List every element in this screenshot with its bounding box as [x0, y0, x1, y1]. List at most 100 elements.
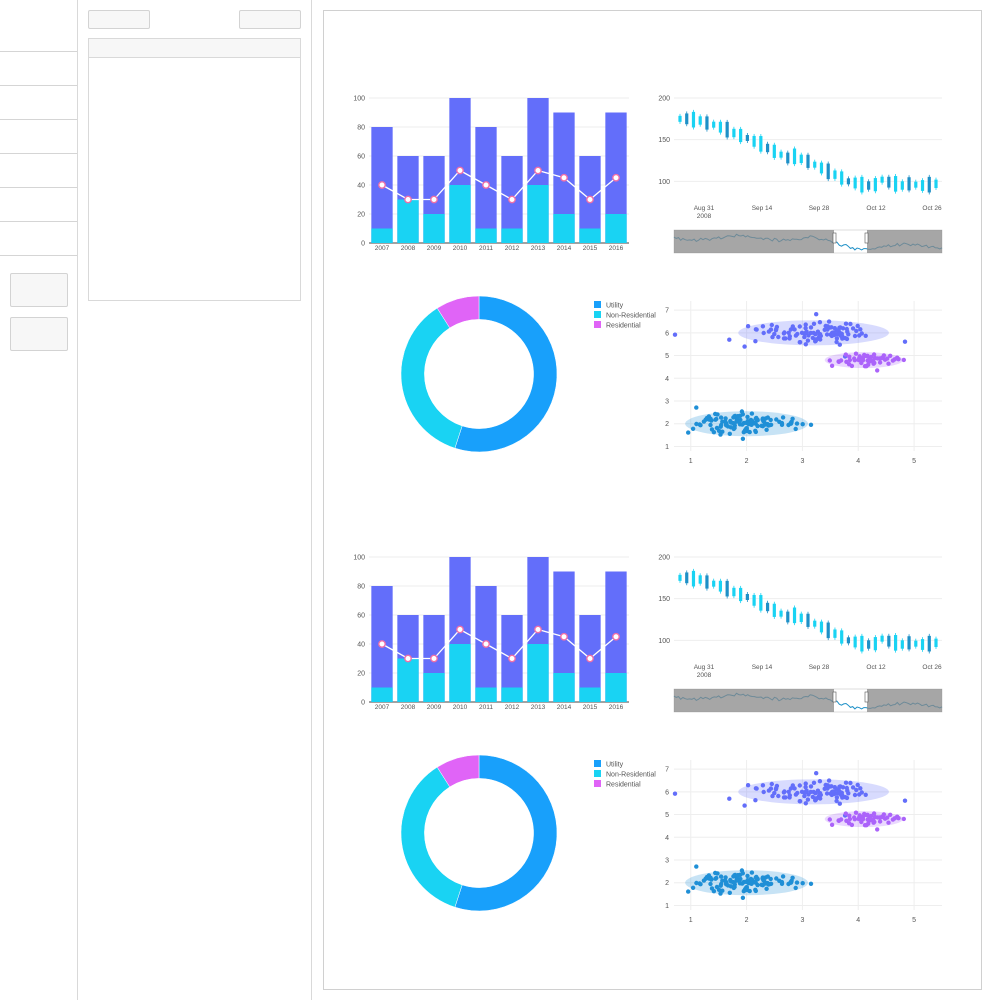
scatter-point — [834, 798, 839, 804]
scatter-point — [877, 819, 883, 824]
candle-body — [752, 594, 756, 606]
scatter-point — [713, 876, 718, 881]
scatter-point — [774, 876, 779, 881]
scatter-point — [864, 353, 869, 359]
scatter-point — [802, 793, 807, 799]
bar-part — [553, 214, 575, 243]
y-tick-label: 5 — [665, 353, 669, 360]
x-tick-label: Oct 26 — [922, 664, 942, 671]
scatter-point — [725, 424, 731, 429]
scatter-point — [803, 790, 809, 795]
scatter-point — [839, 333, 844, 339]
y-tick-label: 100 — [658, 179, 670, 186]
rail-row[interactable] — [0, 222, 77, 256]
panel-box-header — [89, 39, 300, 58]
y-tick-label: 4 — [665, 835, 669, 842]
scatter-point — [829, 822, 835, 827]
scatter-point — [818, 337, 823, 342]
scatter-point — [731, 885, 736, 891]
scatter-point — [727, 431, 732, 436]
scatter-point — [844, 795, 850, 801]
rail-row[interactable] — [0, 52, 77, 86]
legend-label: Utility — [606, 762, 624, 769]
line-marker — [404, 654, 412, 663]
scatter-point — [805, 338, 811, 343]
candle-body — [826, 163, 830, 180]
y-tick-label: 100 — [353, 96, 365, 103]
y-tick-label: 40 — [357, 642, 365, 649]
scatter-point — [698, 423, 703, 428]
scatter-point — [694, 405, 699, 410]
rail-row[interactable] — [0, 86, 77, 120]
scatter-point — [871, 352, 877, 357]
scatter-point — [734, 878, 739, 883]
legend-label: Non-Residential — [606, 772, 656, 779]
scatter-point — [790, 324, 795, 329]
scatter-point — [742, 344, 747, 349]
bar-part — [475, 687, 497, 702]
y-tick-label: 100 — [353, 555, 365, 562]
candle-body — [745, 594, 749, 600]
rail-button[interactable] — [10, 273, 68, 307]
x-tick-label: 1 — [689, 917, 693, 924]
scatter-point — [896, 357, 901, 362]
panel-button-left[interactable] — [88, 10, 150, 29]
scatter-point — [749, 870, 755, 875]
rail-row[interactable] — [0, 120, 77, 154]
scatter-point — [852, 358, 857, 363]
line-marker — [482, 181, 490, 189]
candle-body — [867, 640, 871, 649]
candle-body — [772, 603, 776, 617]
x-tick-label: 2013 — [531, 704, 546, 711]
candle-body — [779, 151, 783, 158]
scatter-point — [797, 783, 802, 788]
scatter-point — [753, 416, 758, 421]
scatter-point — [872, 814, 878, 820]
scatter-point — [780, 415, 786, 420]
range-mask-left — [674, 230, 834, 253]
scatter-point — [764, 886, 769, 891]
y-tick-label: 40 — [357, 183, 365, 190]
bar-part — [423, 214, 445, 243]
x-tick-label: Oct 12 — [866, 205, 886, 212]
y-tick-label: 5 — [665, 812, 669, 819]
y-tick-label: 3 — [665, 399, 669, 406]
scatter-point — [742, 888, 747, 893]
rail-button[interactable] — [10, 317, 68, 351]
y-tick-label: 2 — [665, 880, 669, 887]
rail-row[interactable] — [0, 188, 77, 222]
scatter-point — [727, 337, 732, 342]
candle-body — [920, 639, 925, 650]
scatter-point — [708, 881, 713, 887]
candle-body — [860, 176, 864, 193]
x-tick-label: Aug 31 — [694, 205, 715, 212]
scatter-point — [797, 799, 803, 804]
donut-chart: Utility Non-Residential Residential — [400, 754, 656, 912]
scatter-point — [766, 788, 772, 793]
scatter-point — [857, 813, 862, 818]
rail-row[interactable] — [0, 154, 77, 188]
scatter-point — [840, 785, 846, 790]
panel-button-right[interactable] — [239, 10, 301, 29]
scatter-point — [731, 426, 736, 432]
scatter-point — [813, 791, 818, 796]
rail-row[interactable] — [0, 18, 77, 52]
bar-part — [605, 673, 627, 702]
scatter-point — [849, 822, 855, 828]
x-tick-label: 5 — [912, 917, 916, 924]
scatter-point — [848, 780, 853, 786]
scatter-point — [843, 321, 849, 326]
scatter-point — [838, 358, 844, 363]
candle-body — [927, 176, 931, 193]
scatter-point — [735, 873, 741, 878]
scatter-point — [824, 332, 830, 337]
x-tick-label: 2015 — [583, 245, 598, 252]
candle-body — [712, 121, 716, 128]
scatter-chart: 1 2 3 4 5 6 7 1 2 3 4 5 — [665, 301, 942, 465]
scatter-point — [818, 796, 823, 801]
scatter-point — [716, 887, 722, 892]
candle-body — [900, 640, 904, 649]
candle-body — [819, 621, 824, 633]
scatter-point — [837, 801, 842, 806]
bar-part — [371, 228, 393, 243]
